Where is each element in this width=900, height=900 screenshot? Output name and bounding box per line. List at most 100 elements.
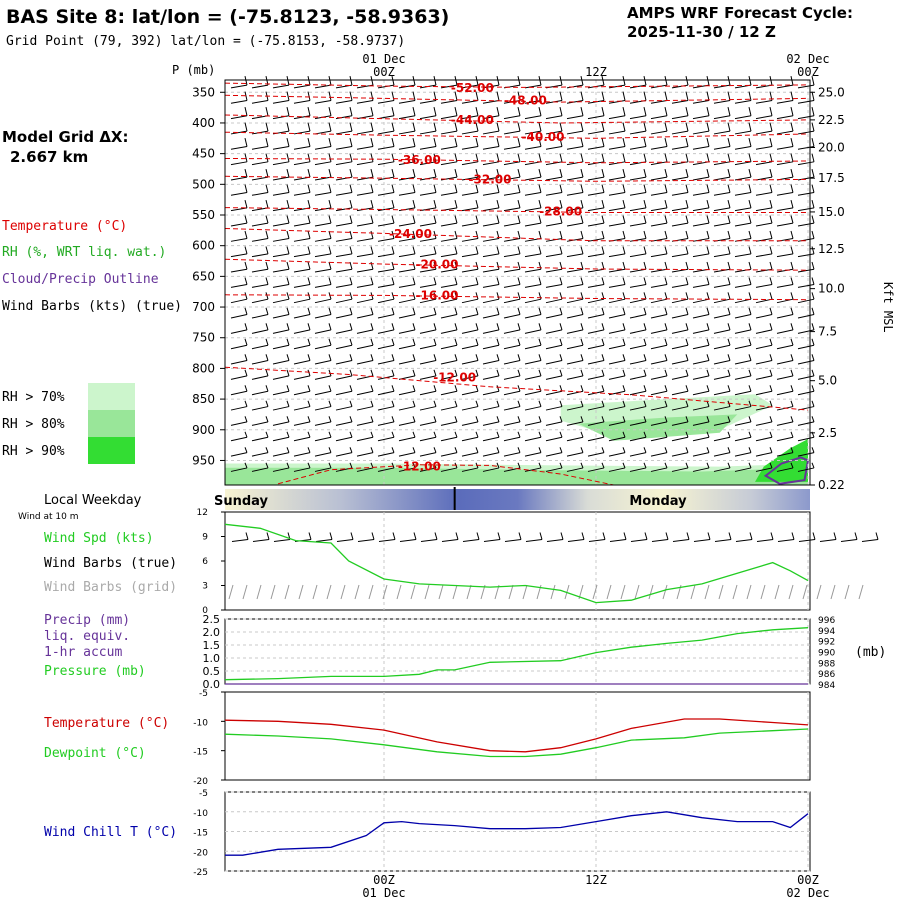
wind-barb xyxy=(419,452,437,457)
wind-barb xyxy=(755,360,773,365)
wind-barb-flag xyxy=(370,199,374,208)
wind-barb xyxy=(650,253,668,258)
wind-barb xyxy=(398,284,416,288)
wind-barb-flag xyxy=(581,532,585,540)
wind-barb-flag xyxy=(433,122,437,132)
wind-barb-flag xyxy=(244,447,248,453)
wind-barb-flag xyxy=(517,354,521,361)
wind-barb-flag xyxy=(622,462,626,469)
wind-barb-flag xyxy=(811,106,815,116)
wind-barb-flag xyxy=(391,338,395,346)
wind-barb xyxy=(755,390,773,396)
wind-barb xyxy=(461,145,479,150)
wind-barb-flag xyxy=(790,307,794,315)
wind-barb-flag xyxy=(307,431,311,438)
wind-barb xyxy=(230,298,248,304)
grid-wind-barb xyxy=(522,584,528,600)
wind-barb xyxy=(734,176,752,181)
wind-barb xyxy=(524,284,542,288)
wind-barb-flag xyxy=(854,532,858,540)
wind-barb-flag xyxy=(433,277,437,285)
wind-barb-flag xyxy=(391,137,395,147)
wind-barb xyxy=(251,238,269,242)
y-tick-label: 0 xyxy=(202,606,208,616)
wind-barb-flag xyxy=(286,246,290,254)
wind-barb-flag xyxy=(559,416,563,423)
wind-barb-flag xyxy=(601,168,605,178)
wind-barb xyxy=(314,360,332,365)
wind-barb xyxy=(755,284,773,288)
wind-barb xyxy=(377,161,395,166)
wind-barb-flag xyxy=(811,168,815,178)
wind-barb xyxy=(483,539,501,542)
wind-barb xyxy=(314,467,332,472)
isotherm-label: -16.00 xyxy=(416,288,459,302)
wind-barb xyxy=(440,406,458,411)
precip-tick-label: 1.0 xyxy=(203,652,221,665)
wind-barb xyxy=(356,406,374,411)
wind-barb xyxy=(293,130,311,135)
wind-barb xyxy=(314,406,332,411)
pressure-tick-label: 996 xyxy=(818,616,835,626)
wind-barb-flag xyxy=(454,122,458,132)
wind-barb-flag xyxy=(538,137,542,147)
wind-barb xyxy=(587,176,605,181)
wind-barb xyxy=(357,539,375,542)
wind-barb-flag xyxy=(433,338,437,346)
grid-wind-barb xyxy=(508,584,514,600)
wind-barb xyxy=(419,222,437,227)
wind-barb-flag xyxy=(559,76,563,86)
wind-barb-flag xyxy=(706,385,710,392)
wind-barb xyxy=(545,268,563,273)
wind-barb xyxy=(545,421,563,426)
wind-barb xyxy=(356,192,374,196)
wind-barb xyxy=(734,329,752,334)
wind-barb xyxy=(335,360,353,365)
wind-barb xyxy=(713,176,731,181)
wind-barb-flag xyxy=(664,354,668,361)
wind-barb xyxy=(608,314,626,319)
wind-barb-flag xyxy=(727,277,731,285)
wind-barb xyxy=(797,207,815,212)
wind-barb-flag xyxy=(601,230,605,239)
wind-barb-flag xyxy=(811,400,815,407)
isotherm-line xyxy=(224,228,808,242)
wind-barb xyxy=(272,421,290,426)
wind-barb-flag xyxy=(538,462,542,469)
wind-barb-flag xyxy=(811,277,815,285)
wind-barb xyxy=(356,452,374,457)
wind-barb xyxy=(545,375,563,380)
wind-barb-flag xyxy=(329,532,333,540)
wind-barb xyxy=(524,452,542,457)
wind-barb-flag xyxy=(538,122,542,132)
wind-barb-flag xyxy=(454,137,458,147)
wind-barb-flag xyxy=(811,385,815,392)
wind-barb-flag xyxy=(559,137,563,147)
kft-tick-label: 20.0 xyxy=(818,141,845,155)
wind-barb-flag xyxy=(664,416,668,423)
wind-barb-flag xyxy=(580,106,584,116)
wind-barb xyxy=(587,467,605,472)
temperature-label: Temperature (°C) xyxy=(44,716,169,731)
wind-barb-flag xyxy=(643,431,647,438)
wind-barb xyxy=(335,329,353,334)
wind-barb xyxy=(272,375,290,380)
wind-barb-flag xyxy=(727,168,731,178)
isotherm-label: -12.00 xyxy=(433,371,476,385)
wind-barb-flag xyxy=(622,246,626,254)
wind-barb-flag xyxy=(496,153,500,162)
wind-barb xyxy=(566,238,584,242)
wind-barb xyxy=(776,436,794,442)
wind-barb xyxy=(461,130,479,135)
wind-barb-flag xyxy=(748,184,752,193)
wind-barb xyxy=(608,176,626,181)
wind-barb-flag xyxy=(559,369,563,377)
wind-barb-flag xyxy=(475,369,479,377)
wind-barb xyxy=(251,145,269,150)
pressure-tick-label: 550 xyxy=(192,208,215,222)
wind-barb-flag xyxy=(307,122,311,132)
grid-wind-barb xyxy=(228,584,234,600)
wind-barb-flag xyxy=(496,462,500,469)
wind-barb xyxy=(734,344,752,350)
